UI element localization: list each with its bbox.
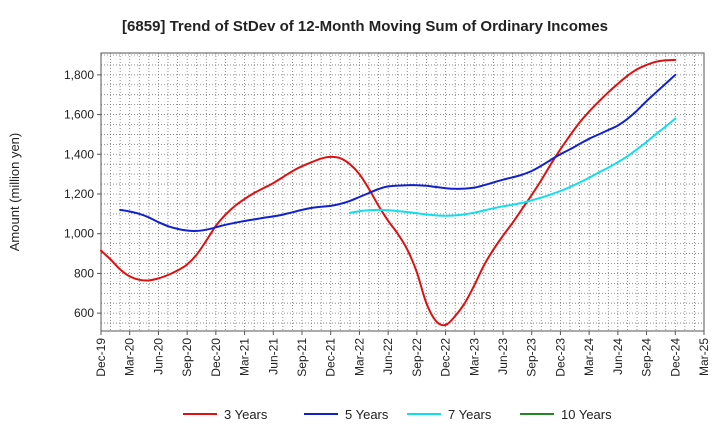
y-tick-label: 1,800 — [64, 68, 94, 82]
y-axis-label: Amount (million yen) — [7, 133, 22, 252]
legend: 3 Years 5 Years 7 Years 10 Years — [183, 407, 612, 422]
series-line-3-years — [100, 58, 677, 327]
legend-label-3-years: 3 Years — [224, 407, 268, 422]
x-tick-label: Dec-22 — [439, 338, 453, 377]
plot-frame — [100, 52, 705, 332]
x-tick-label: Jun-23 — [496, 338, 510, 375]
x-tick-label: Mar-20 — [123, 338, 137, 376]
chart-title: [6859] Trend of StDev of 12-Month Moving… — [122, 18, 608, 35]
x-tick-label: Mar-24 — [582, 338, 596, 376]
x-tick-label: Jun-24 — [611, 338, 625, 375]
x-tick-label: Dec-23 — [553, 338, 567, 377]
x-tick-label: Dec-24 — [668, 338, 682, 377]
x-tick-label: Mar-25 — [697, 338, 711, 376]
x-tick-label: Sep-20 — [180, 338, 194, 377]
x-tick-label: Jun-22 — [381, 338, 395, 375]
legend-label-5-years: 5 Years — [345, 407, 389, 422]
x-tick-label: Jun-21 — [266, 338, 280, 375]
legend-label-7-years: 7 Years — [448, 407, 492, 422]
x-tick-label: Sep-21 — [295, 338, 309, 377]
x-tick-label: Dec-21 — [324, 338, 338, 377]
x-tick-label: Mar-23 — [467, 338, 481, 376]
y-tick-label: 1,400 — [64, 147, 94, 161]
x-tick-label: Sep-23 — [525, 338, 539, 377]
x-tick-label: Dec-19 — [94, 338, 108, 377]
grid-lines — [101, 53, 704, 331]
series-lines — [100, 58, 677, 327]
x-tick-label: Mar-22 — [352, 338, 366, 376]
x-tick-label: Sep-24 — [640, 338, 654, 377]
y-tick-label: 600 — [74, 306, 94, 320]
y-axis-ticks: 600 800 1,000 1,200 1,400 1,600 1,800 — [64, 68, 101, 320]
y-tick-label: 1,200 — [64, 187, 94, 201]
legend-label-10-years: 10 Years — [561, 407, 612, 422]
y-tick-label: 800 — [74, 266, 94, 280]
x-axis-ticks: Dec-19 Mar-20 Jun-20 Sep-20 Dec-20 Mar-21 Jun-… — [94, 331, 711, 377]
x-tick-label: Jun-20 — [151, 338, 165, 375]
y-tick-label: 1,600 — [64, 108, 94, 122]
series-line-7-years — [348, 117, 677, 217]
x-tick-label: Dec-20 — [209, 338, 223, 377]
x-tick-label: Mar-21 — [238, 338, 252, 376]
x-tick-label: Sep-22 — [410, 338, 424, 377]
y-tick-label: 1,000 — [64, 227, 94, 241]
series-line-5-years — [119, 73, 677, 232]
